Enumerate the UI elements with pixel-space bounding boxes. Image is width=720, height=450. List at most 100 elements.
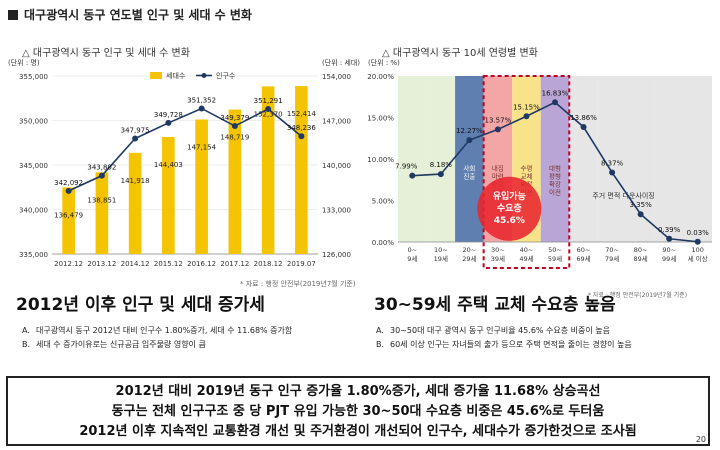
value-label: 16.83% — [542, 89, 569, 97]
y-left-tick-label: 335,000 — [19, 251, 48, 259]
left-note-b: B. 세대 수 증가이유로는 신규공급 입주물량 영향이 큼 — [22, 339, 206, 350]
right-unit-label: (단위 : %) — [368, 59, 400, 67]
line-value-label: 351,291 — [254, 97, 283, 105]
household-bar — [62, 187, 75, 254]
x-tick-label: 20~ 29세 — [462, 246, 476, 263]
line-value-label: 348,236 — [287, 124, 316, 132]
value-label: 0.39% — [658, 226, 681, 234]
age-ratio-point — [666, 235, 673, 242]
legend-bar-swatch — [150, 72, 162, 79]
value-label: 3.35% — [630, 201, 653, 209]
highlight-box — [482, 75, 571, 269]
right-chart-subtitle: △ 대구광역시 동구 10세 연령별 변화 — [382, 48, 538, 59]
legend-line-marker — [201, 73, 207, 78]
demand-circle-label: 유입가능 수요층 45.6% — [493, 190, 526, 226]
left-note-a: A. 대구광역시 동구 2012년 대비 인구수 1.80%증가, 세대 수 11… — [22, 325, 292, 336]
x-tick-label: 2012.12 — [54, 260, 83, 268]
y-left-tick-label: 345,000 — [19, 162, 48, 170]
y-tick-label: 15.00% — [367, 115, 394, 123]
population-point — [198, 105, 205, 112]
y-right-tick-label: 133,000 — [322, 207, 351, 215]
household-bar — [195, 119, 208, 254]
left-source: * 자료 : 행정 안전부(2019년7월 기준) — [240, 280, 356, 288]
y-right-tick-label: 140,000 — [322, 162, 351, 170]
y-right-tick-label: 147,000 — [322, 118, 351, 126]
age-band — [597, 76, 627, 242]
value-label: 7.99% — [395, 163, 418, 171]
household-bar — [295, 86, 308, 254]
age-ratio-point — [437, 171, 444, 178]
household-bar — [128, 152, 142, 254]
slide-title-text: 대구광역시 동구 연도별 인구 및 세대 수 변화 — [24, 8, 252, 22]
value-label: 13.86% — [570, 114, 597, 122]
page-number: 20 — [695, 435, 706, 444]
x-tick-label: 80~ 89세 — [634, 246, 648, 263]
left-chart-subtitle: △ 대구광역시 동구 인구 및 세대 수 변화 — [22, 48, 190, 59]
y-tick-label: 0.00% — [372, 239, 395, 247]
summary-line-3: 2012년 이후 지속적인 교통환경 개선 및 주거환경이 개선되어 인구수, … — [79, 424, 637, 439]
x-tick-label: 60~ 69세 — [576, 246, 590, 263]
title-square-icon — [8, 10, 18, 20]
population-point — [265, 106, 272, 113]
population-point — [165, 119, 172, 126]
value-label: 12.27% — [456, 127, 483, 135]
note-text: 세대 수 증가이유로는 신규공급 입주물량 영향이 큼 — [36, 340, 206, 349]
note-label: B. — [22, 340, 31, 349]
age-band — [654, 76, 684, 242]
x-tick-label: 2014.12 — [121, 260, 150, 268]
bar-value-label: 141,918 — [121, 177, 150, 185]
bar-value-label: 136,479 — [54, 211, 83, 219]
left-unit-label: (단위 : 명) — [8, 59, 40, 67]
value-label: 15.15% — [513, 103, 540, 111]
right-axis-unit-label: (단위 : 세대) — [322, 59, 361, 67]
x-tick-label: 2017.12 — [220, 260, 249, 268]
note-label: A. — [376, 326, 384, 335]
value-label: 0.03% — [687, 229, 710, 237]
age-band — [569, 76, 598, 242]
x-tick-label: 2018.12 — [254, 260, 283, 268]
population-household-chart: 335,000 340,000 345,000 350,000 355,000 126,0… — [19, 71, 351, 268]
age-ratio-point — [409, 172, 416, 179]
age-ratio-point — [552, 99, 558, 106]
band-label: 주거 면적 다운사이징 — [592, 191, 654, 200]
age-band — [683, 76, 712, 242]
bar-value-label: 144,403 — [154, 161, 183, 169]
x-tick-label: 2015.12 — [154, 260, 183, 268]
bar-value-label: 152,414 — [287, 110, 316, 118]
household-bar — [261, 86, 275, 254]
population-point — [231, 123, 238, 130]
value-label: 13.57% — [485, 116, 512, 124]
line-value-label: 351,352 — [187, 96, 216, 104]
line-value-label: 342,092 — [54, 179, 83, 187]
summary-line-2: 동구는 전체 인구구조 중 당 PJT 유입 가능한 30~50대 수요층 비중… — [111, 404, 605, 419]
legend-bar-label: 세대수 — [166, 71, 186, 80]
household-bar — [228, 109, 242, 254]
line-value-label: 349,379 — [220, 114, 249, 122]
note-text: 60세 이상 인구는 자녀들의 출가 등으로 주택 면적을 줄이는 경향이 높음 — [390, 340, 632, 349]
age-ratio-point — [609, 169, 616, 176]
y-left-tick-label: 340,000 — [19, 207, 48, 215]
y-left-tick-label: 355,000 — [19, 73, 48, 81]
value-label: 8.18% — [430, 161, 453, 169]
note-label: B. — [376, 340, 385, 349]
population-point — [65, 187, 72, 194]
value-label: 8.37% — [601, 160, 624, 168]
band-label: 사회 진출 — [463, 164, 475, 181]
age-ratio-point — [523, 113, 530, 120]
bar-value-label: 152,370 — [254, 110, 283, 118]
age-band — [426, 76, 456, 242]
x-tick-label: 90~ 99세 — [662, 246, 676, 263]
population-point — [132, 135, 139, 142]
band-label: 대형 평형 확장 이전 — [549, 165, 561, 197]
age-distribution-chart: 사회진출내집마련수요계층수평교체확장이전대형평형확장이전주거 면적 다운사이징유… — [367, 73, 712, 269]
age-ratio-point — [580, 123, 587, 130]
left-heading: 2012년 이후 인구 및 세대 증가세 — [16, 295, 265, 315]
y-tick-label: 5.00% — [372, 198, 395, 206]
note-text: 30~50대 대구 광역시 동구 인구비율 45.6% 수요층 비중이 높음 — [390, 326, 611, 335]
y-right-tick-label: 154,000 — [322, 73, 351, 81]
population-point — [298, 133, 305, 140]
demand-circle — [477, 176, 542, 241]
age-band — [398, 76, 427, 242]
x-tick-label: 70~ 79세 — [605, 246, 619, 263]
x-tick-label: 2019.07 — [287, 260, 316, 268]
